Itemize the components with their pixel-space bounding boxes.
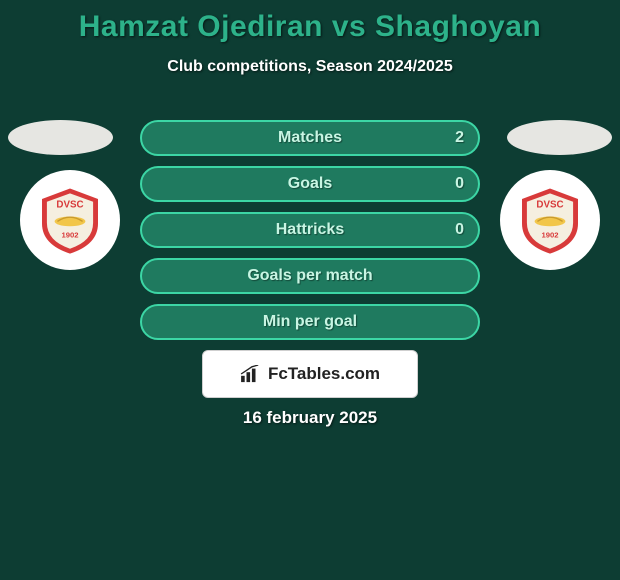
player1-avatar-placeholder <box>8 120 113 155</box>
player1-name: Hamzat Ojediran <box>79 10 323 43</box>
vs-label: vs <box>332 10 366 43</box>
stat-right-value: 2 <box>455 129 464 147</box>
brand-text: FcTables.com <box>268 364 380 384</box>
player2-club-badge: DVSC 1902 <box>500 170 600 270</box>
club-crest-icon: DVSC 1902 <box>35 185 105 255</box>
club-crest-icon: DVSC 1902 <box>515 185 585 255</box>
stat-row-hattricks: Hattricks 0 <box>140 212 480 248</box>
stat-row-min-per-goal: Min per goal <box>140 304 480 340</box>
stat-right-value: 0 <box>455 175 464 193</box>
player2-avatar-placeholder <box>507 120 612 155</box>
brand-box: FcTables.com <box>202 350 418 398</box>
stats-container: Matches 2 Goals 0 Hattricks 0 Goals per … <box>140 120 480 350</box>
page-title: Hamzat Ojediran vs Shaghoyan <box>0 0 620 44</box>
stat-right-value: 0 <box>455 221 464 239</box>
svg-text:DVSC: DVSC <box>536 199 563 210</box>
comparison-card: Hamzat Ojediran vs Shaghoyan Club compet… <box>0 0 620 580</box>
stat-row-goals: Goals 0 <box>140 166 480 202</box>
stat-row-goals-per-match: Goals per match <box>140 258 480 294</box>
club-year-text: 1902 <box>61 231 78 240</box>
subtitle: Club competitions, Season 2024/2025 <box>0 58 620 76</box>
stat-label: Goals per match <box>142 267 478 285</box>
player2-name: Shaghoyan <box>375 10 541 43</box>
stat-label: Min per goal <box>142 313 478 331</box>
stat-label: Matches <box>142 129 478 147</box>
bar-chart-icon <box>240 365 262 383</box>
stat-row-matches: Matches 2 <box>140 120 480 156</box>
player1-club-badge: DVSC 1902 <box>20 170 120 270</box>
date-label: 16 february 2025 <box>0 408 620 428</box>
stat-label: Hattricks <box>142 221 478 239</box>
stat-label: Goals <box>142 175 478 193</box>
svg-text:1902: 1902 <box>541 231 558 240</box>
club-name-text: DVSC <box>56 199 83 210</box>
